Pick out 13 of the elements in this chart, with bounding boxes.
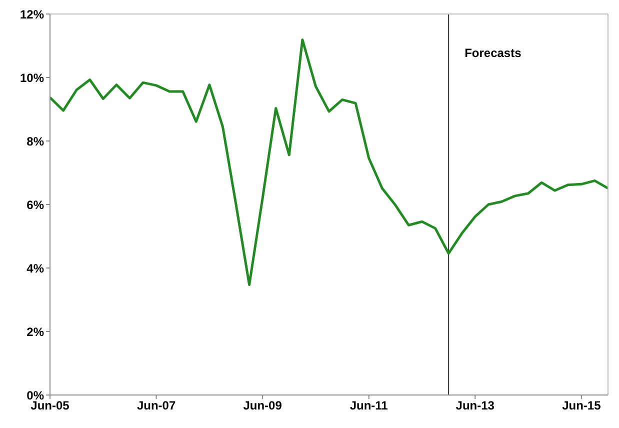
y-tick-label: 4% (26, 261, 44, 276)
y-tick-label: 2% (26, 324, 44, 339)
y-tick-label: 12% (20, 7, 44, 22)
y-tick-label: 10% (20, 70, 44, 85)
x-tick-label: Jun-11 (350, 398, 388, 413)
x-tick-label: Jun-13 (456, 398, 495, 413)
y-tick-label: 6% (26, 198, 44, 212)
x-tick-label: Jun-09 (243, 398, 282, 413)
ref-line-label: Forecasts (464, 46, 522, 60)
x-tick-label: Jun-15 (562, 398, 602, 413)
line-series (50, 38, 608, 286)
y-tick-label: 8% (26, 134, 44, 148)
x-tick-label: Jun-07 (136, 398, 176, 413)
